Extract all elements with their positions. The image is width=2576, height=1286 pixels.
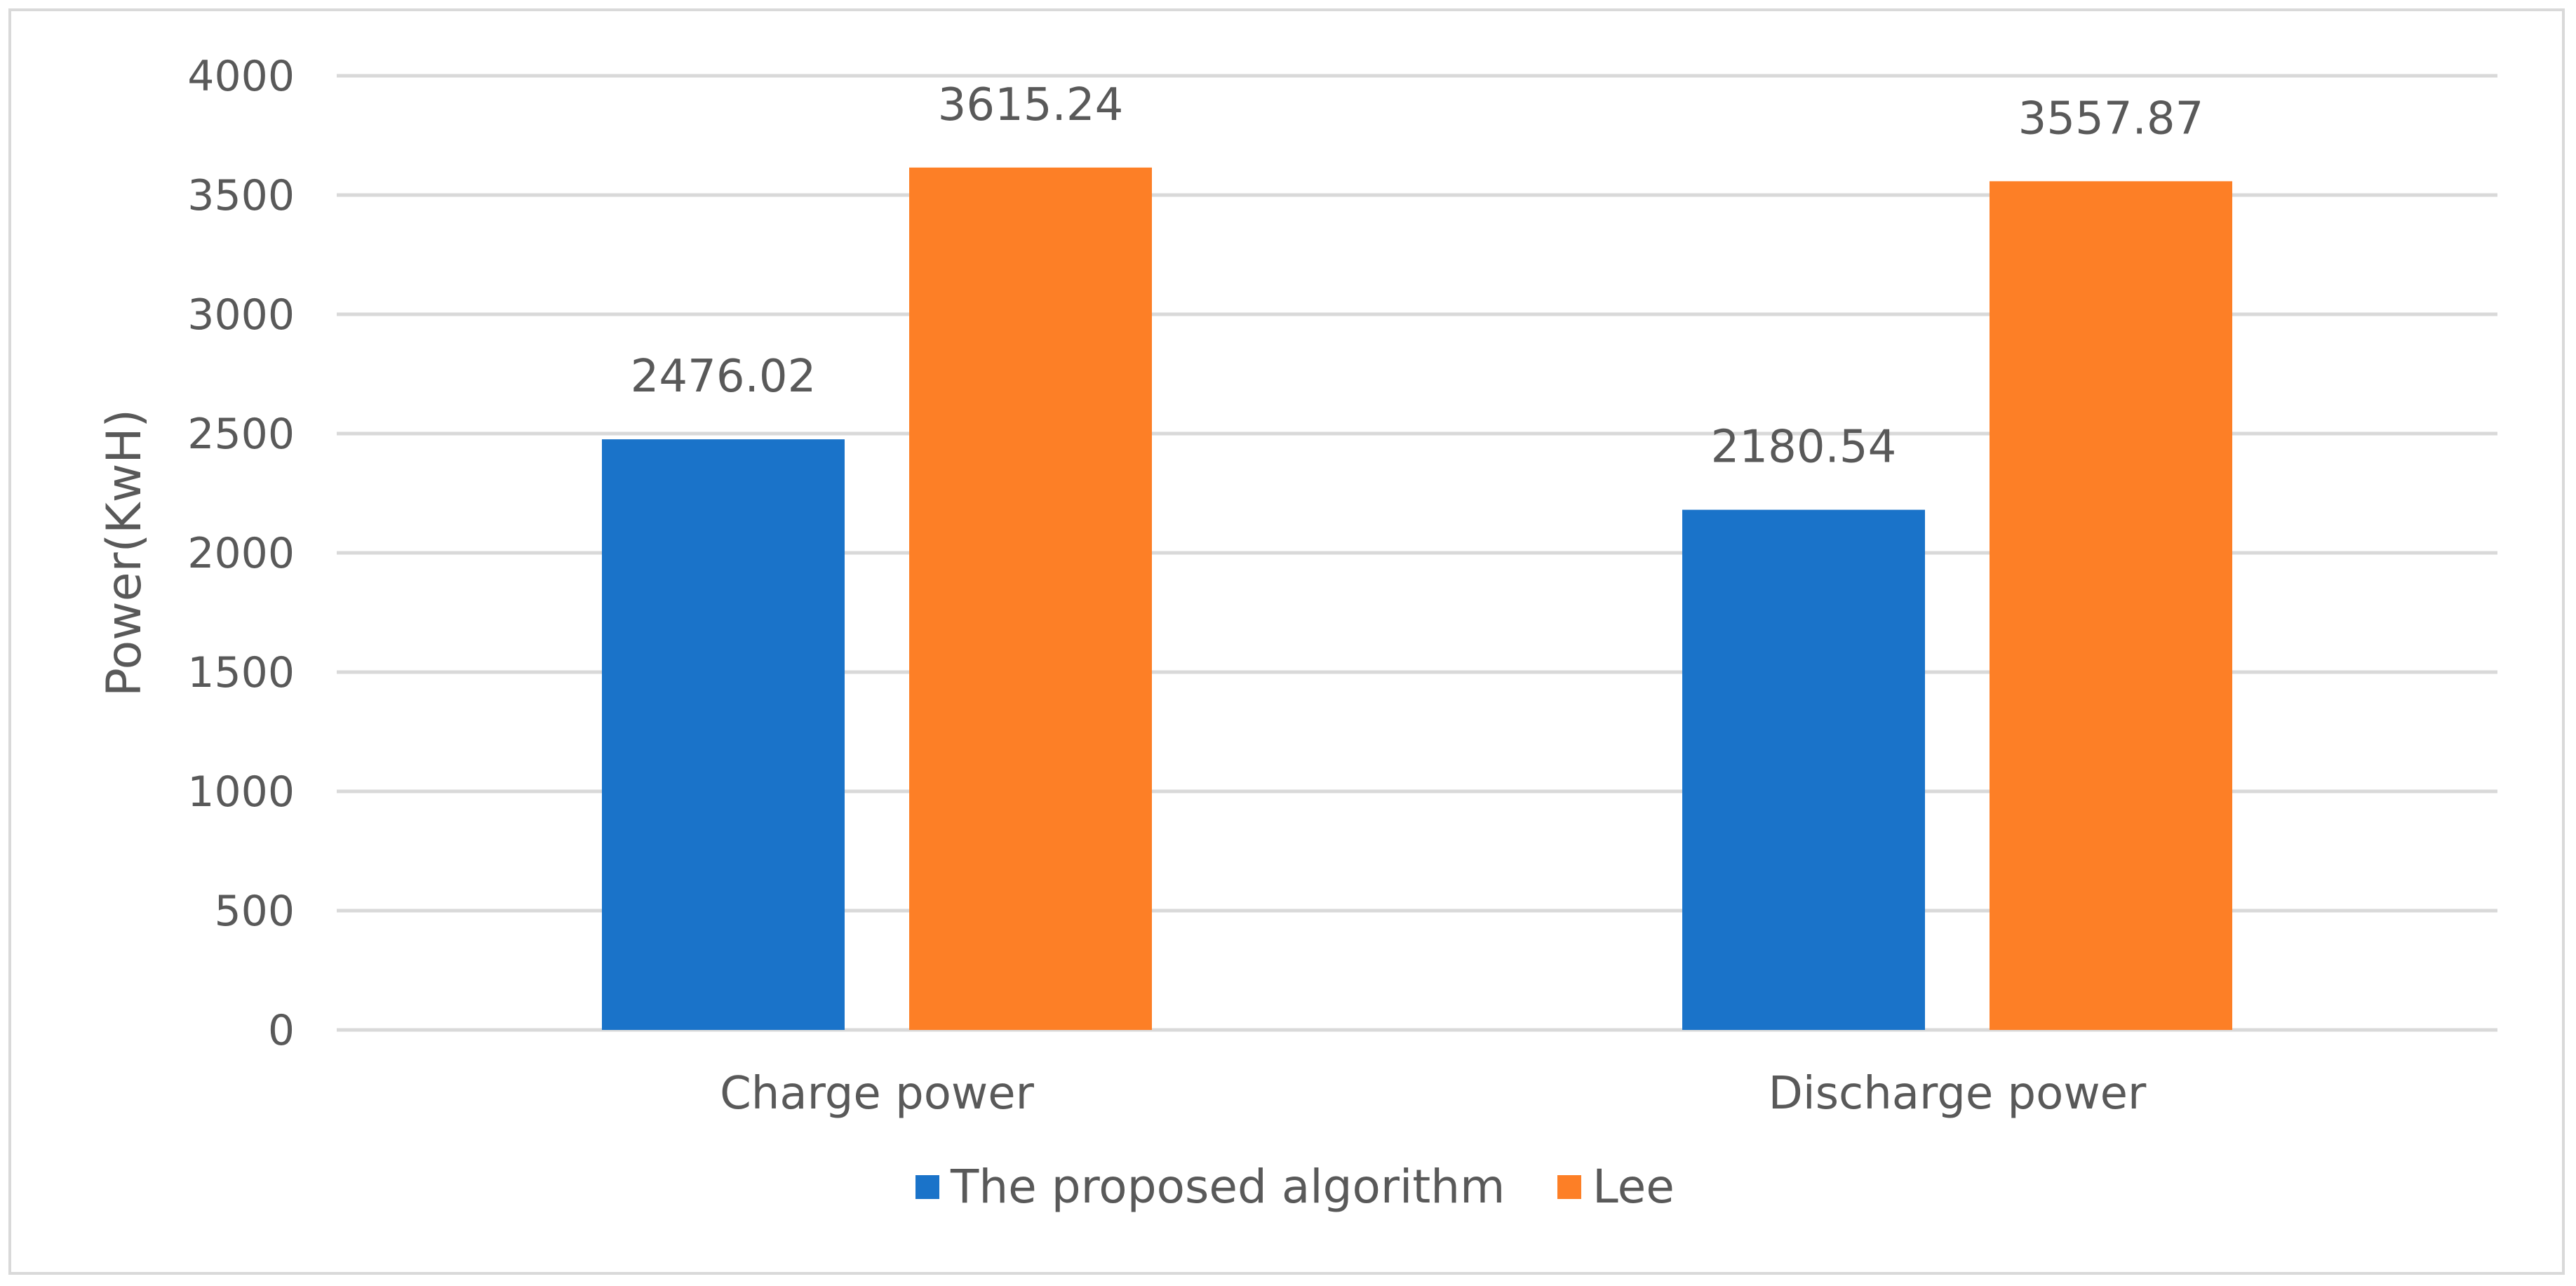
data-label: 3557.87 [2018,93,2204,145]
bar-chart: 0 500 1000 1500 2000 2500 3000 3500 4000 2476.02… [97,52,2497,1214]
x-axis-categories: Charge power Discharge power [720,1068,2147,1120]
y-axis-title: Power(KwH) [97,409,152,697]
bar-lee-0 [909,167,1152,1031]
y-tick-label: 2000 [187,529,295,578]
data-label: 2180.54 [1711,422,1897,474]
y-tick-label: 0 [268,1006,295,1055]
y-axis-ticks: 0 500 1000 1500 2000 2500 3000 3500 4000 [187,52,295,1055]
y-tick-label: 3500 [187,171,295,220]
y-tick-label: 4000 [187,52,295,101]
data-labels: 2476.02 3615.24 2180.54 3557.87 [631,79,2204,474]
legend-label: The proposed algorithm [950,1160,1505,1214]
bars [602,167,2232,1031]
data-label: 2476.02 [631,351,817,403]
y-tick-label: 1500 [187,648,295,697]
chart-frame: 0 500 1000 1500 2000 2500 3000 3500 4000 2476.02… [8,8,2565,1275]
y-tick-label: 3000 [187,290,295,340]
legend-label: Lee [1592,1160,1675,1214]
bar-proposed-1 [1682,509,1925,1030]
bar-lee-1 [1990,181,2232,1030]
y-tick-label: 2500 [187,410,295,459]
legend-swatch-lee [1557,1175,1581,1199]
legend-swatch-proposed [915,1175,939,1199]
x-category-label: Discharge power [1769,1068,2147,1120]
bar-proposed-0 [602,439,845,1030]
y-tick-label: 500 [214,887,295,936]
x-category-label: Charge power [720,1068,1035,1120]
y-tick-label: 1000 [187,768,295,817]
legend: The proposed algorithm Lee [915,1160,1675,1214]
data-label: 3615.24 [938,79,1124,131]
